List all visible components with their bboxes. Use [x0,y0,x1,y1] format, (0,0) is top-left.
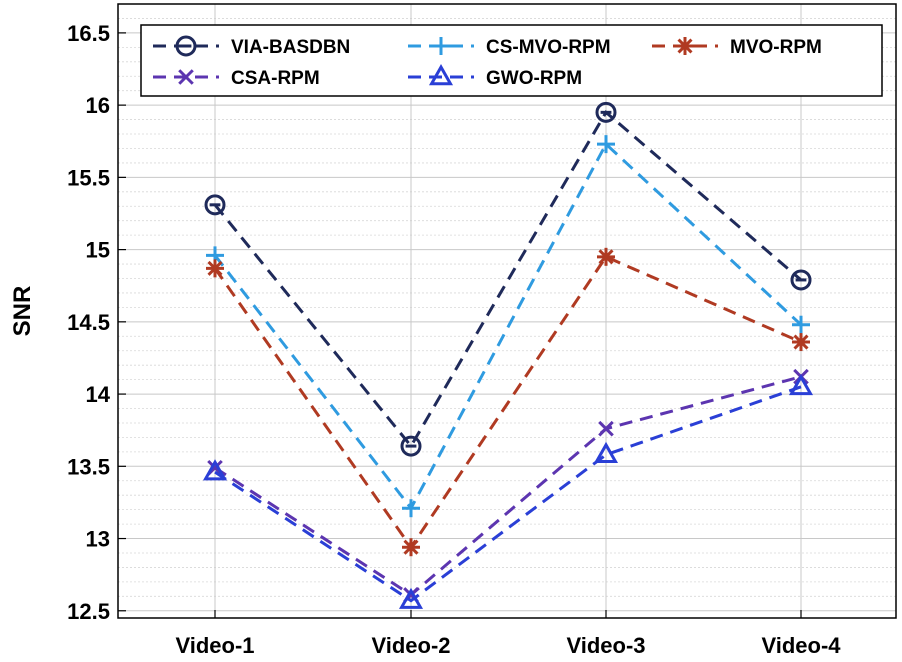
legend-item: CS-MVO-RPM [408,37,611,58]
data-point-marker [788,373,814,396]
marker-ast [793,334,809,350]
series-line [213,254,802,550]
legend-label: VIA-BASDBN [231,37,350,58]
marker-circle [400,435,422,457]
y-tick-labels: 12.5 13 13.5 14 14.5 15 15.5 16 16.5 [67,21,126,624]
data-point-marker [792,315,810,334]
series-mvo-rpm [206,247,810,557]
data-point-marker [402,538,420,557]
legend-label: GWO-RPM [486,68,582,89]
legend-item: GWO-RPM [408,64,582,89]
legend-box [140,24,883,97]
y-tick-label: 15 [86,238,110,263]
marker-x-b [598,420,614,437]
series-via-basdbn [204,101,812,457]
data-point-marker [204,194,226,216]
data-point-marker [792,333,810,352]
data-point-marker [432,37,450,55]
data-point-marker [597,135,615,154]
x-tick-label: Video-2 [371,633,450,658]
data-point-marker [402,499,420,518]
marker-ast [207,260,223,276]
y-tick-label: 13.5 [67,454,110,479]
x-tick-label: Video-4 [761,633,841,658]
series-line [213,110,802,449]
marker-ast [598,249,614,265]
y-axis-label: SNR [9,286,36,337]
data-point-marker [206,259,224,278]
data-point-marker [178,69,194,85]
series-line [213,141,803,511]
data-point-marker [790,269,812,291]
data-point-marker [597,247,615,266]
series-gwo-rpm [202,373,814,609]
x-tick-label: Video-1 [175,633,254,658]
legend-item: MVO-RPM [652,37,822,58]
marker-circle [175,35,197,57]
marker-circle [595,101,617,123]
legend-label: CS-MVO-RPM [486,37,611,58]
legend-item: CSA-RPM [153,68,320,89]
marker-ast [677,38,693,54]
series-line [214,385,802,603]
marker-x-b [178,69,194,85]
legend-label: MVO-RPM [730,37,822,58]
marker-triangle [788,373,814,396]
legend: VIA-BASDBN CS-MVO-RPM MVO-RPM CSA-RPM GWO-RP… [140,24,883,97]
y-tick-label: 15.5 [67,165,110,190]
y-tick-label: 13 [86,527,110,552]
y-tick-label: 14 [86,382,111,407]
x-tick-labels: Video-1 Video-2 Video-3 Video-4 [175,610,841,658]
data-point-marker [598,420,614,437]
legend-label: CSA-RPM [231,68,320,89]
marker-triangle [202,459,228,481]
data-point-marker [595,101,617,123]
marker-triangle [398,587,424,609]
marker-circle [204,194,226,216]
data-point-marker [428,64,454,86]
data-point-marker [593,441,619,463]
plot-series [202,101,814,609]
series-cs-mvo-rpm [206,135,810,518]
data-point-marker [400,435,422,457]
marker-triangle [428,64,454,86]
data-point-marker [175,35,197,57]
marker-ast [403,539,419,555]
data-point-marker [676,37,694,55]
series-line [214,375,802,597]
x-tick-label: Video-3 [566,633,645,658]
data-point-marker [202,459,228,481]
data-point-marker [398,587,424,609]
y-tick-label: 16.5 [67,21,110,46]
y-tick-label: 12.5 [67,599,110,624]
y-tick-label: 14.5 [67,310,110,335]
plot-frame [117,3,897,619]
marker-circle [790,269,812,291]
legend-item: VIA-BASDBN [153,35,350,58]
y-tick-label: 16 [86,93,110,118]
marker-triangle [593,441,619,463]
